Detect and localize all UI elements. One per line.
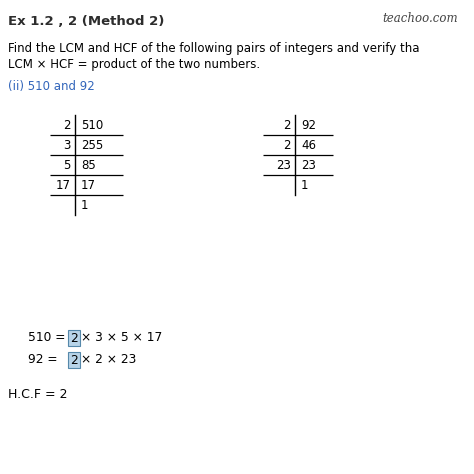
Text: 2: 2 [70,331,78,345]
Text: 2: 2 [64,118,71,131]
Text: LCM × HCF = product of the two numbers.: LCM × HCF = product of the two numbers. [8,58,260,71]
Text: 85: 85 [81,158,96,172]
Text: teachoo.com: teachoo.com [383,12,458,25]
Text: 2: 2 [70,354,78,366]
FancyBboxPatch shape [68,352,80,368]
Text: Ex 1.2 , 2 (Method 2): Ex 1.2 , 2 (Method 2) [8,15,164,28]
Text: × 3 × 5 × 17: × 3 × 5 × 17 [81,331,162,344]
Text: 92 =: 92 = [28,353,61,366]
Text: 510: 510 [81,118,103,131]
FancyBboxPatch shape [68,330,80,346]
Text: 17: 17 [56,179,71,191]
Text: 23: 23 [276,158,291,172]
Text: 5: 5 [64,158,71,172]
Text: (ii) 510 and 92: (ii) 510 and 92 [8,80,95,93]
Text: × 2 × 23: × 2 × 23 [81,353,137,366]
Text: 17: 17 [81,179,96,191]
Text: 1: 1 [301,179,309,191]
Text: 2: 2 [283,138,291,152]
Text: 46: 46 [301,138,316,152]
Text: 255: 255 [81,138,103,152]
Text: Find the LCM and HCF of the following pairs of integers and verify tha: Find the LCM and HCF of the following pa… [8,42,419,55]
Text: 92: 92 [301,118,316,131]
Text: 2: 2 [283,118,291,131]
Text: 3: 3 [64,138,71,152]
Text: 1: 1 [81,199,89,211]
Text: H.C.F = 2: H.C.F = 2 [8,388,67,401]
Text: 23: 23 [301,158,316,172]
Text: 510 =: 510 = [28,331,69,344]
